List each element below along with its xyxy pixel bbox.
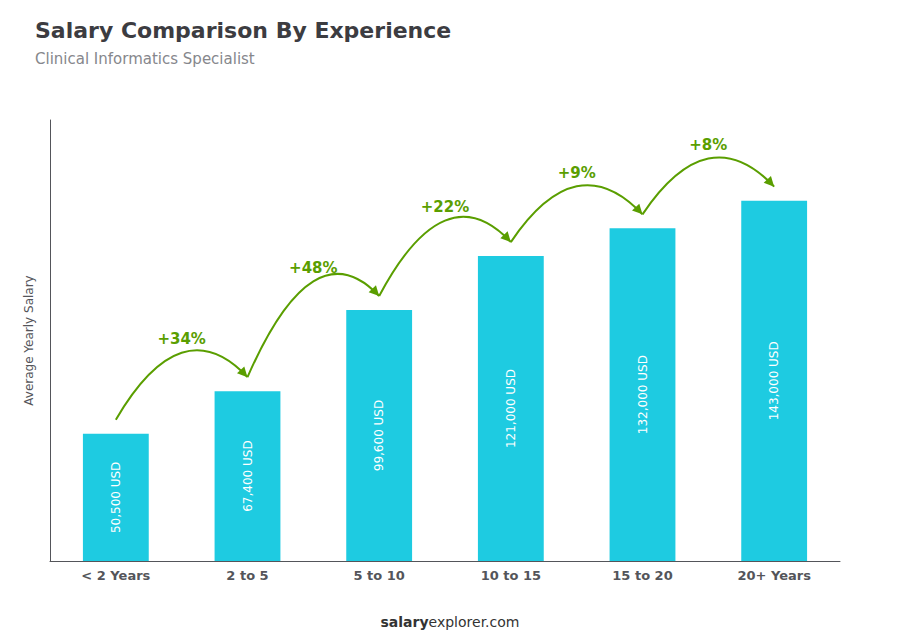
svg-text:Salary Comparison By Experienc: Salary Comparison By Experience — [35, 18, 451, 43]
svg-text:+34%: +34% — [157, 330, 205, 348]
svg-text:< 2 Years: < 2 Years — [81, 568, 150, 583]
svg-text:+8%: +8% — [689, 136, 727, 154]
svg-text:132,000 USD: 132,000 USD — [636, 355, 650, 434]
svg-text:121,000 USD: 121,000 USD — [504, 369, 518, 448]
svg-text:143,000 USD: 143,000 USD — [767, 341, 781, 420]
svg-text:salary: salary — [381, 614, 429, 630]
svg-text:Average Yearly Salary: Average Yearly Salary — [22, 275, 36, 405]
svg-text:+22%: +22% — [421, 198, 469, 216]
svg-text:2 to 5: 2 to 5 — [226, 568, 268, 583]
svg-text:20+ Years: 20+ Years — [737, 568, 811, 583]
svg-text:67,400 USD: 67,400 USD — [241, 440, 255, 511]
svg-text:+48%: +48% — [289, 259, 337, 277]
svg-text:+9%: +9% — [558, 164, 596, 182]
svg-text:50,500 USD: 50,500 USD — [109, 462, 123, 533]
svg-text:10 to 15: 10 to 15 — [481, 568, 541, 583]
svg-text:99,600 USD: 99,600 USD — [372, 400, 386, 471]
svg-text:5 to 10: 5 to 10 — [353, 568, 404, 583]
svg-text:Clinical Informatics Specialis: Clinical Informatics Specialist — [35, 50, 255, 68]
svg-text:15 to 20: 15 to 20 — [612, 568, 672, 583]
svg-text:explorer.com: explorer.com — [429, 614, 520, 630]
